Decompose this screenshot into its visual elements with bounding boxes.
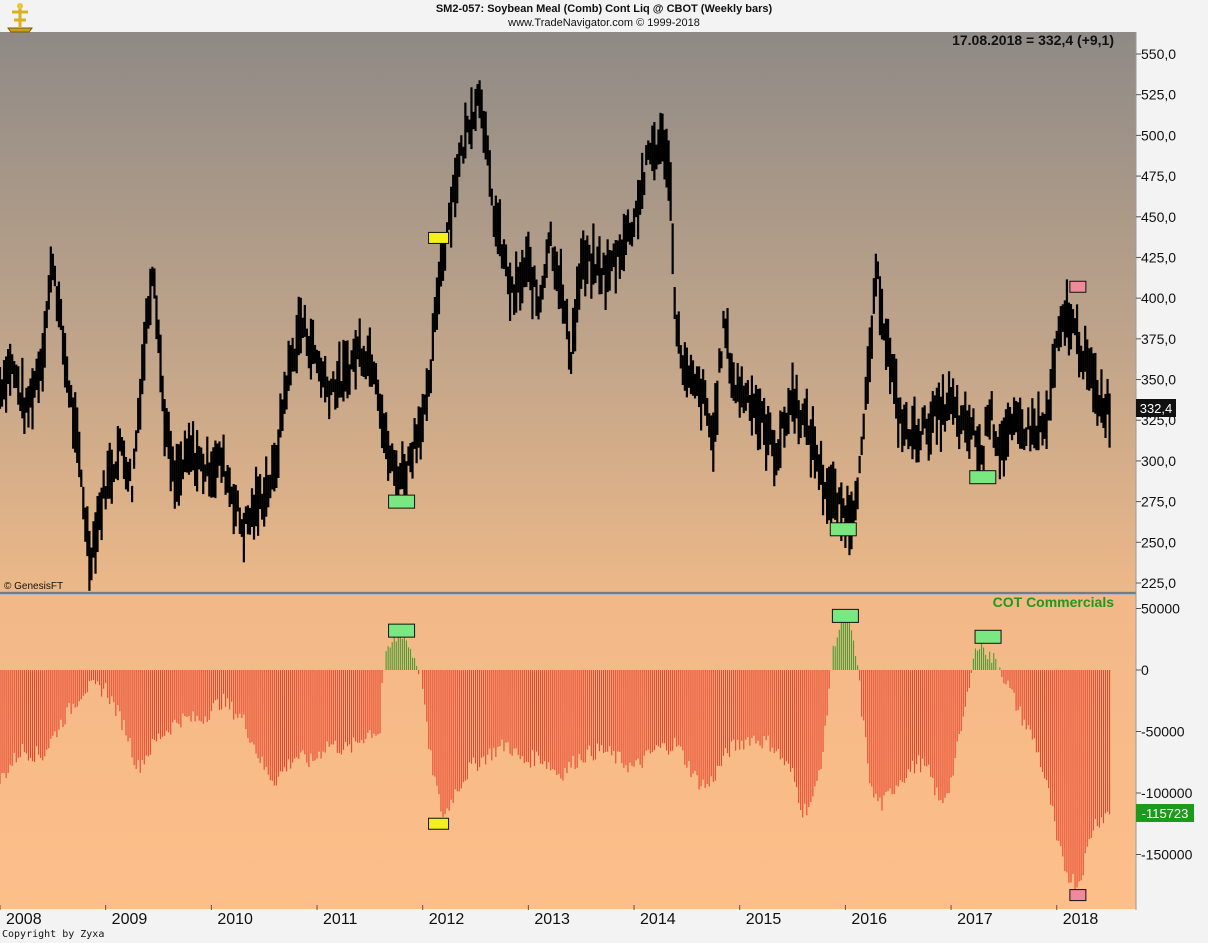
last-quote: 17.08.2018 = 332,4 (+9,1)	[952, 32, 1114, 48]
copyright: Copyright by Zyxa	[2, 929, 105, 940]
price-tick-label: 375,0	[1141, 331, 1176, 347]
price-tick-label: 525,0	[1141, 87, 1176, 103]
marker-green	[829, 522, 857, 537]
price-tick-label: 350,0	[1141, 372, 1176, 388]
price-last-value-box: 332,4	[1136, 399, 1176, 417]
year-tick-label: 2010	[217, 911, 253, 928]
year-tick-label: 2017	[957, 911, 993, 928]
price-last-value: 332,4	[1140, 401, 1173, 416]
cot-tick-label: -150000	[1141, 847, 1193, 863]
price-tick-label: 550,0	[1141, 46, 1176, 62]
cot-axis: 50000 0 -50000 -100000 -150000	[1136, 601, 1193, 863]
price-axis: 550,0 525,0 500,0 475,0 450,0 425,0 400,0 375,0…	[1136, 46, 1176, 591]
cot-histogram	[0, 611, 1111, 890]
cot-title: COT Commercials	[993, 594, 1115, 610]
marker-green	[388, 623, 416, 638]
watermark: © GenesisFT	[4, 581, 63, 592]
year-tick-label: 2011	[323, 911, 358, 928]
cot-tick-label: 50000	[1141, 601, 1180, 617]
price-tick-label: 275,0	[1141, 494, 1176, 510]
cot-tick-label: 0	[1141, 662, 1149, 678]
year-tick-label: 2009	[112, 911, 148, 928]
cot-last-value-box: -115723	[1136, 804, 1194, 822]
price-tick-label: 425,0	[1141, 249, 1176, 265]
marker-yellow	[428, 817, 450, 830]
year-tick-label: 2008	[6, 911, 42, 928]
year-tick-label: 2012	[429, 911, 465, 928]
price-tick-label: 250,0	[1141, 534, 1176, 550]
price-tick-label: 400,0	[1141, 290, 1176, 306]
year-tick-label: 2014	[640, 911, 676, 928]
date-axis: 2008 2009 2010 2011 2012 2013 2014 2015 2016 2017…	[0, 905, 1098, 928]
price-tick-label: 500,0	[1141, 127, 1176, 143]
chart-source: www.TradeNavigator.com © 1999-2018	[508, 17, 700, 29]
cot-tick-label: -50000	[1141, 724, 1185, 740]
marker-yellow	[428, 231, 450, 244]
year-tick-label: 2015	[746, 911, 782, 928]
marker-green	[831, 608, 859, 623]
marker-green	[974, 629, 1002, 644]
year-tick-label: 2018	[1063, 911, 1099, 928]
year-tick-label: 2016	[851, 911, 887, 928]
cot-tick-label: -100000	[1141, 785, 1193, 801]
chart-title: SM2-057: Soybean Meal (Comb) Cont Liq @ …	[435, 3, 773, 15]
price-tick-label: 450,0	[1141, 209, 1176, 225]
marker-pink	[1069, 889, 1087, 902]
price-tick-label: 475,0	[1141, 168, 1176, 184]
marker-green	[388, 494, 416, 509]
markers	[388, 231, 1087, 902]
year-tick-label: 2013	[534, 911, 570, 928]
marker-green	[969, 470, 997, 485]
cot-last-value: -115723	[1142, 806, 1189, 821]
marker-pink	[1069, 280, 1087, 293]
trade-navigator-logo-icon	[7, 3, 33, 33]
price-tick-label: 300,0	[1141, 453, 1176, 469]
price-tick-label: 225,0	[1141, 575, 1176, 591]
cot-panel-background	[0, 595, 1136, 909]
